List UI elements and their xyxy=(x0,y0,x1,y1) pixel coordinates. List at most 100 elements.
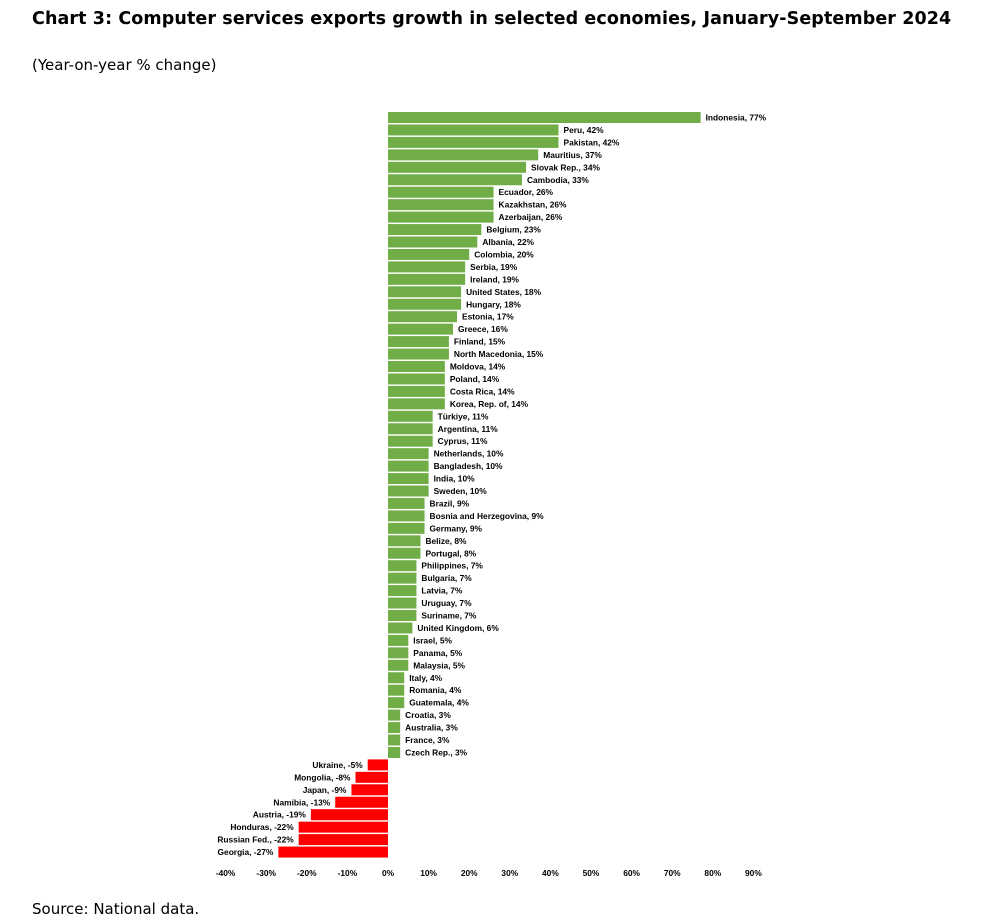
bar-sweden xyxy=(388,485,429,497)
data-label: Cambodia, 33% xyxy=(527,175,589,185)
bar-serbia xyxy=(388,261,466,273)
data-label: Costa Rica, 14% xyxy=(450,386,515,396)
bar-netherlands xyxy=(388,448,429,460)
bar-russian-fed xyxy=(298,834,388,846)
data-label: Mauritius, 37% xyxy=(543,150,602,160)
bar-japan xyxy=(351,784,388,796)
data-label: Moldova, 14% xyxy=(450,362,506,372)
data-label: Panama, 5% xyxy=(413,648,462,658)
chart-title: Chart 3: Computer services exports growt… xyxy=(32,9,952,29)
data-label: Finland, 15% xyxy=(454,337,506,347)
data-label: North Macedonia, 15% xyxy=(454,349,544,359)
data-label: Korea, Rep. of, 14% xyxy=(450,399,529,409)
bar-slovak-rep xyxy=(388,161,527,173)
bar-hungary xyxy=(388,298,462,310)
bar-suriname xyxy=(388,610,417,621)
bar-uruguay xyxy=(388,597,417,609)
bar-belize xyxy=(388,535,421,547)
bar-peru xyxy=(388,124,559,136)
data-label: Malaysia, 5% xyxy=(413,660,465,670)
bar-ecuador xyxy=(388,186,494,198)
bar-korea-rep-of xyxy=(388,398,445,410)
bar-kazakhstan xyxy=(388,199,494,211)
data-label: Ireland, 19% xyxy=(470,274,519,284)
x-tick-label: 30% xyxy=(501,868,518,878)
data-label: Netherlands, 10% xyxy=(434,449,504,459)
data-label: Azerbaijan, 26% xyxy=(499,212,563,222)
x-tick-label: 40% xyxy=(542,868,559,878)
x-tick-label: -20% xyxy=(297,868,317,878)
x-tick-label: 20% xyxy=(461,868,478,878)
data-label: Brazil, 9% xyxy=(430,498,470,508)
data-label: Romania, 4% xyxy=(409,685,462,695)
data-label: Slovak Rep., 34% xyxy=(531,162,600,172)
bars-layer xyxy=(278,112,701,858)
x-tick-label: -10% xyxy=(338,868,358,878)
data-label: Türkiye, 11% xyxy=(438,411,489,421)
data-label: Latvia, 7% xyxy=(421,586,463,596)
bar-germany xyxy=(388,522,425,534)
bar-israel xyxy=(388,634,409,646)
bar-brazil xyxy=(388,497,425,509)
data-label: Poland, 14% xyxy=(450,374,500,384)
bar-guatemala xyxy=(388,697,405,709)
data-label: Bangladesh, 10% xyxy=(434,461,503,471)
data-label: India, 10% xyxy=(434,474,476,484)
data-label: Belgium, 23% xyxy=(486,225,541,235)
data-label: Portugal, 8% xyxy=(425,548,476,558)
x-tick-label: 60% xyxy=(623,868,640,878)
bar-honduras xyxy=(298,821,388,833)
data-label: United States, 18% xyxy=(466,287,541,297)
data-label: Pakistan, 42% xyxy=(564,137,620,147)
bar-bulgaria xyxy=(388,572,417,584)
bar-georgia xyxy=(278,846,388,858)
data-label: Ukraine, -5% xyxy=(312,760,363,770)
bar-azerbaijan xyxy=(388,211,494,223)
data-label: Indonesia, 77% xyxy=(706,113,767,123)
data-label: Namibia, -13% xyxy=(273,797,330,807)
data-label: Greece, 16% xyxy=(458,324,508,334)
bar-pakistan xyxy=(388,136,559,148)
data-label: Australia, 3% xyxy=(405,723,458,733)
bar-indonesia xyxy=(388,112,701,123)
data-label: Uruguay, 7% xyxy=(421,598,472,608)
data-label: Bulgaria, 7% xyxy=(421,573,472,583)
data-label: Japan, -9% xyxy=(303,785,347,795)
x-tick-label: 50% xyxy=(583,868,600,878)
data-label: Czech Rep., 3% xyxy=(405,747,467,757)
data-label: Serbia, 19% xyxy=(470,262,518,272)
bar-czech-rep xyxy=(388,746,401,758)
bar-croatia xyxy=(388,709,401,721)
bar-italy xyxy=(388,672,405,684)
x-tick-label: -40% xyxy=(216,868,236,878)
data-label: United Kingdom, 6% xyxy=(417,623,499,633)
bar-latvia xyxy=(388,585,417,597)
bar-t-rkiye xyxy=(388,410,433,422)
data-label: Croatia, 3% xyxy=(405,710,451,720)
data-label: Georgia, -27% xyxy=(218,847,274,857)
source-note: Source: National data. xyxy=(32,900,200,918)
bar-poland xyxy=(388,373,445,385)
bar-belgium xyxy=(388,224,482,236)
bar-albania xyxy=(388,236,478,248)
bar-united-kingdom xyxy=(388,622,413,634)
data-label: Mongolia, -8% xyxy=(294,772,351,782)
bar-france xyxy=(388,734,401,746)
data-label: Italy, 4% xyxy=(409,673,442,683)
bar-north-macedonia xyxy=(388,348,449,360)
data-label: Colombia, 20% xyxy=(474,249,534,259)
bar-bosnia-and-herzegovina xyxy=(388,510,425,522)
bar-ukraine xyxy=(367,759,388,771)
bar-united-states xyxy=(388,286,462,298)
bar-romania xyxy=(388,684,405,696)
data-label: Ecuador, 26% xyxy=(499,187,554,197)
data-label: Peru, 42% xyxy=(564,125,605,135)
x-tick-label: 70% xyxy=(664,868,681,878)
x-tick-label: 80% xyxy=(704,868,721,878)
x-tick-label: 10% xyxy=(420,868,437,878)
data-label: Sweden, 10% xyxy=(434,486,488,496)
bar-ireland xyxy=(388,273,466,285)
x-tick-label: -30% xyxy=(256,868,276,878)
data-label: Belize, 8% xyxy=(425,536,467,546)
